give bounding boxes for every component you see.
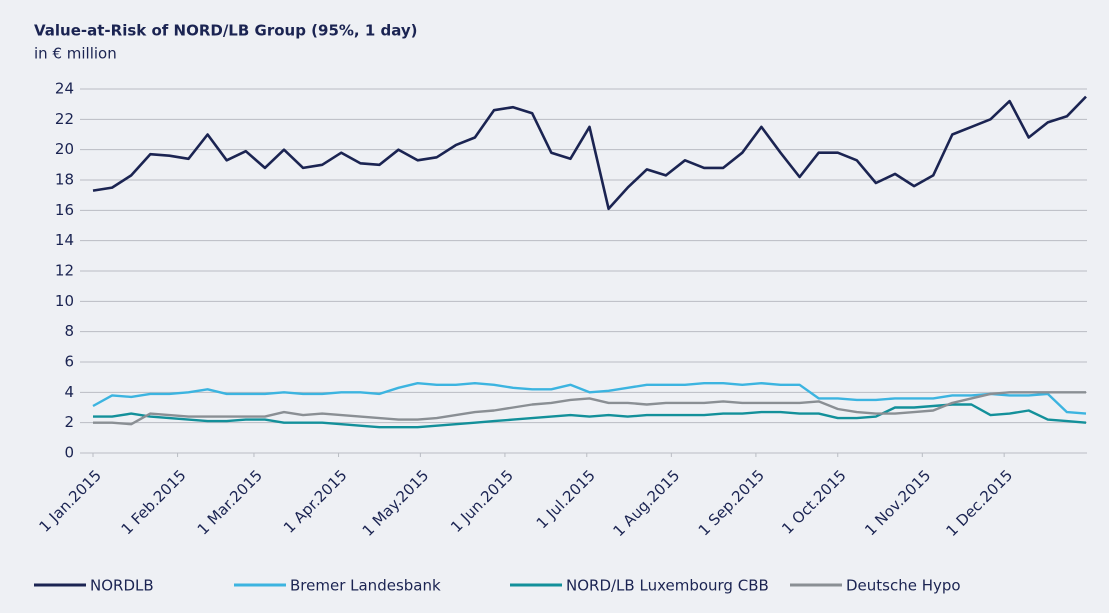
series-line bbox=[92, 95, 1087, 211]
y-tick-label: 4 bbox=[64, 383, 74, 401]
y-tick-label: 6 bbox=[64, 353, 74, 371]
legend-label: Deutsche Hypo bbox=[846, 577, 961, 595]
series-line bbox=[93, 391, 1086, 426]
chart-title: Value-at-Risk of NORD/LB Group (95%, 1 d… bbox=[34, 22, 418, 40]
y-tick-label: 20 bbox=[55, 140, 74, 158]
series-line bbox=[93, 403, 1087, 429]
y-tick-label: 12 bbox=[55, 262, 74, 280]
legend-label: Bremer Landesbank bbox=[290, 577, 441, 595]
y-tick-label: 8 bbox=[64, 322, 74, 340]
legend-label: NORDLB bbox=[90, 577, 154, 595]
y-tick-label: 14 bbox=[55, 231, 74, 249]
y-tick-label: 2 bbox=[64, 413, 74, 431]
series-line bbox=[92, 382, 1087, 415]
y-tick-label: 16 bbox=[55, 201, 74, 219]
y-tick-label: 0 bbox=[64, 444, 74, 462]
legend-label: NORD/LB Luxembourg CBB bbox=[566, 577, 769, 595]
chart-subtitle: in € million bbox=[34, 45, 117, 63]
y-tick-label: 18 bbox=[55, 171, 74, 189]
y-tick-label: 22 bbox=[55, 110, 74, 128]
y-tick-label: 24 bbox=[55, 80, 74, 98]
y-tick-label: 10 bbox=[55, 292, 74, 310]
